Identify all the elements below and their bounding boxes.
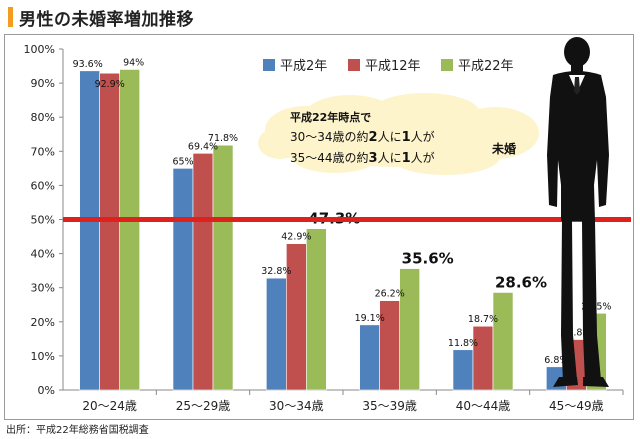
bar-1 xyxy=(79,70,100,391)
silhouette-part xyxy=(583,377,609,387)
callout-cloud-part xyxy=(305,95,395,135)
silhouette-part xyxy=(571,64,583,74)
source-note: 出所：平成22年総務省国税調査 xyxy=(6,425,149,436)
data-label: 71.8% xyxy=(208,133,238,144)
silhouette-part xyxy=(561,221,577,382)
data-label: 65% xyxy=(172,156,193,167)
data-label: 35.6% xyxy=(402,250,454,268)
y-tick-label: 60% xyxy=(31,179,55,192)
x-tick-label: 40～44歳 xyxy=(456,399,511,413)
callout-cloud-part xyxy=(290,137,380,173)
data-label: 69.4% xyxy=(188,141,218,152)
silhouette-part xyxy=(553,377,578,387)
legend-label-1: 平成2年 xyxy=(280,59,327,74)
callout-cloud-part xyxy=(390,139,500,175)
data-label: 6.8% xyxy=(544,355,568,366)
x-tick-label: 30～34歳 xyxy=(269,399,324,413)
bar-1 xyxy=(266,277,287,391)
legend-swatch-1 xyxy=(263,59,275,71)
y-tick-label: 50% xyxy=(31,214,55,227)
x-tick-label: 35～39歳 xyxy=(362,399,417,413)
y-tick-label: 20% xyxy=(31,316,55,329)
data-label: 94% xyxy=(123,57,144,68)
marriage-rate-chart: 0% 10% 20% 30% 40% 50% 60% 70% 80% 90% 100% 20～24歳 2… xyxy=(24,37,631,413)
callout-cloud-part xyxy=(370,93,480,133)
callout-bubble xyxy=(258,93,539,175)
bar-1 xyxy=(359,324,380,391)
y-tick-label: 90% xyxy=(31,77,55,90)
bar-3 xyxy=(399,268,420,391)
data-label: 18.7% xyxy=(468,314,498,325)
callout-cloud-part xyxy=(258,127,302,159)
silhouette-part xyxy=(582,221,601,382)
bar-3 xyxy=(492,292,514,391)
bar-1 xyxy=(452,349,474,391)
title-accent-mark xyxy=(8,7,13,27)
callout-line-1: 平成22年時点で xyxy=(290,110,371,124)
legend-swatch-3 xyxy=(441,59,453,71)
data-label: 42.9% xyxy=(281,232,311,243)
chart-frame: 0% 10% 20% 30% 40% 50% 60% 70% 80% 90% 100% 20～24歳 2… xyxy=(4,34,634,420)
businessman-silhouette-icon xyxy=(547,37,609,387)
y-tick-label: 80% xyxy=(31,111,55,124)
data-label: 19.1% xyxy=(355,313,385,324)
data-label: 92.9% xyxy=(95,79,125,90)
data-label: 26.2% xyxy=(375,289,405,300)
y-tick-label: 10% xyxy=(31,350,55,363)
legend-label-2: 平成12年 xyxy=(365,59,421,74)
data-label: 14.8% xyxy=(561,328,591,339)
callout-line-3: 35～44歳の約3人に1人が xyxy=(290,150,435,166)
callout-line-2: 30～34歳の約2人に1人が xyxy=(290,129,435,145)
silhouette-part xyxy=(564,37,590,67)
bar-2 xyxy=(192,153,214,391)
legend-label-3: 平成22年 xyxy=(458,59,514,74)
silhouette-tie xyxy=(574,77,580,95)
page-title: 男性の未婚率増加推移 xyxy=(19,9,194,30)
y-tick-label: 30% xyxy=(31,282,55,295)
bar-2 xyxy=(99,72,120,391)
x-tick-label: 45～49歳 xyxy=(549,399,604,413)
legend-swatch-2 xyxy=(348,59,360,71)
y-tick-label: 40% xyxy=(31,248,55,261)
callout-suffix: 未婚 xyxy=(491,141,516,156)
y-tick-label: 70% xyxy=(31,145,55,158)
bar-2 xyxy=(472,325,494,391)
bar-3 xyxy=(306,228,327,391)
y-tick-label: 0% xyxy=(38,384,55,397)
x-tick-label: 25～29歳 xyxy=(176,399,231,413)
data-label: 32.8% xyxy=(261,266,291,277)
bar-1 xyxy=(172,168,194,391)
x-tick-label: 20～24歳 xyxy=(82,399,137,413)
y-tick-label: 100% xyxy=(24,43,55,56)
bar-3 xyxy=(212,144,234,391)
data-label: 93.6% xyxy=(73,59,103,70)
data-label: 28.6% xyxy=(495,273,547,291)
data-label: 11.8% xyxy=(448,338,478,349)
title-bar: 男性の未婚率増加推移 xyxy=(8,4,194,30)
bar-3 xyxy=(119,69,140,391)
silhouette-part xyxy=(547,71,609,221)
